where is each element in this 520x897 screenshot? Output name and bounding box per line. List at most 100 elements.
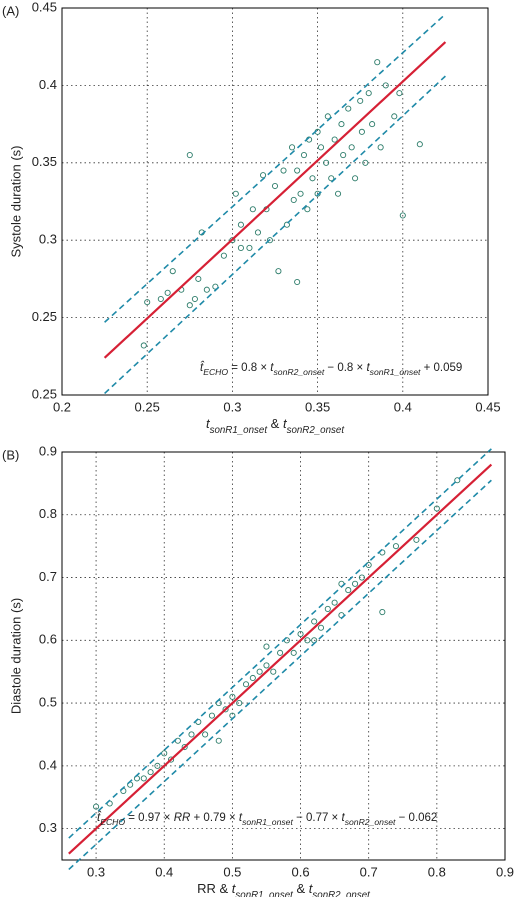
- data-point: [379, 609, 386, 616]
- data-point: [270, 668, 277, 675]
- data-point: [317, 144, 325, 151]
- data-point: [249, 206, 256, 213]
- data-point: [357, 97, 364, 104]
- x-tick-label: 0.7: [360, 864, 378, 879]
- text-part: + 0.059: [420, 362, 462, 374]
- plot-frame: [61, 7, 489, 396]
- annotation: t̂ECHO = 0.97 × RR + 0.79 × tsonR1_onset…: [97, 810, 437, 827]
- data-point: [169, 268, 176, 275]
- data-point: [311, 618, 318, 625]
- data-point: [309, 175, 316, 182]
- text-part: &: [267, 416, 283, 431]
- data-point: [203, 286, 210, 293]
- panel-label: (B): [2, 447, 19, 462]
- data-point: [232, 190, 239, 197]
- data-point: [275, 268, 282, 275]
- x-axis-title: tsonR1_onset & tsonR2_onset: [206, 416, 345, 436]
- fit-line: [68, 463, 493, 855]
- data-point: [396, 90, 403, 97]
- data-point: [317, 624, 325, 631]
- y-tick-label: 0.3: [39, 820, 57, 835]
- y-tick-label: 0.35: [32, 154, 57, 169]
- text-part: ECHO: [203, 367, 228, 377]
- data-point: [260, 172, 267, 179]
- data-point: [382, 82, 389, 89]
- y-tick-label: 0.25: [32, 386, 57, 401]
- text-part: t: [341, 812, 345, 824]
- y-tick-label: 0.6: [39, 632, 57, 647]
- data-point: [271, 182, 279, 190]
- data-point: [254, 229, 262, 236]
- data-point: [392, 543, 400, 550]
- data-point: [334, 190, 342, 197]
- data-point: [345, 587, 352, 594]
- text-part: ECHO: [100, 817, 125, 827]
- data-point: [345, 105, 352, 112]
- data-point: [237, 244, 244, 251]
- y-tick-label: 0.7: [39, 569, 57, 584]
- data-point: [181, 743, 188, 751]
- data-point: [358, 574, 365, 581]
- data-point: [331, 599, 338, 606]
- x-tick-label: 0.9: [496, 864, 514, 879]
- x-axis-title: RR & tsonR1_onset & tsonR2_onset: [197, 881, 371, 897]
- data-point: [454, 477, 461, 484]
- text-part: sonR2_onset: [312, 890, 371, 897]
- data-point: [348, 144, 355, 151]
- data-point: [202, 731, 209, 738]
- x-tick-label: 0.35: [305, 399, 330, 414]
- text-part: t: [270, 362, 274, 374]
- text-part: = 0.8 ×: [228, 362, 270, 374]
- y-tick-label: 0.5: [39, 695, 57, 710]
- data-point: [290, 649, 297, 656]
- bound-line: [104, 75, 446, 395]
- x-tick-label: 0.5: [223, 864, 241, 879]
- data-point: [249, 674, 256, 682]
- data-point: [283, 221, 290, 228]
- data-point: [188, 731, 195, 738]
- data-point: [374, 59, 381, 66]
- text-part: sonR1_onset: [370, 367, 421, 377]
- data-point: [229, 237, 236, 244]
- text-part: − 0.77 ×: [293, 812, 342, 824]
- data-point: [93, 803, 100, 810]
- data-point: [362, 159, 369, 166]
- x-tick-label: 0.3: [223, 399, 241, 414]
- plot-frame: [61, 451, 506, 861]
- data-point: [323, 159, 330, 166]
- bound-line: [68, 448, 492, 839]
- data-point: [256, 668, 263, 675]
- y-tick-label: 0.45: [32, 0, 57, 14]
- data-point: [280, 167, 287, 174]
- data-point: [413, 536, 420, 543]
- text-part: sonR2_onset: [287, 425, 346, 436]
- y-tick-label: 0.9: [39, 443, 57, 458]
- x-tick-label: 0.6: [291, 864, 309, 879]
- data-point: [340, 152, 347, 159]
- x-tick-label: 0.4: [394, 399, 412, 414]
- data-point: [352, 580, 359, 587]
- x-tick-label: 0.45: [475, 399, 500, 414]
- data-point: [208, 712, 215, 719]
- data-point: [290, 196, 297, 204]
- x-tick-label: 0.25: [135, 399, 160, 414]
- data-point: [222, 706, 229, 713]
- text-part: − 0.062: [395, 812, 437, 824]
- data-point: [369, 121, 376, 128]
- data-point: [195, 275, 202, 282]
- data-point: [164, 289, 171, 296]
- data-point: [147, 769, 154, 776]
- fit-line: [103, 41, 447, 359]
- data-point: [377, 144, 384, 151]
- text-part: RR: [174, 812, 191, 824]
- text-part: = 0.97 ×: [125, 812, 174, 824]
- text-part: t̂: [200, 360, 204, 374]
- data-point: [294, 167, 301, 174]
- y-axis-title: Systole duration (s): [8, 146, 23, 258]
- data-point: [263, 662, 270, 669]
- text-part: sonR1_onset: [235, 890, 294, 897]
- data-point: [236, 700, 243, 707]
- data-point: [416, 141, 423, 148]
- data-point: [288, 144, 296, 151]
